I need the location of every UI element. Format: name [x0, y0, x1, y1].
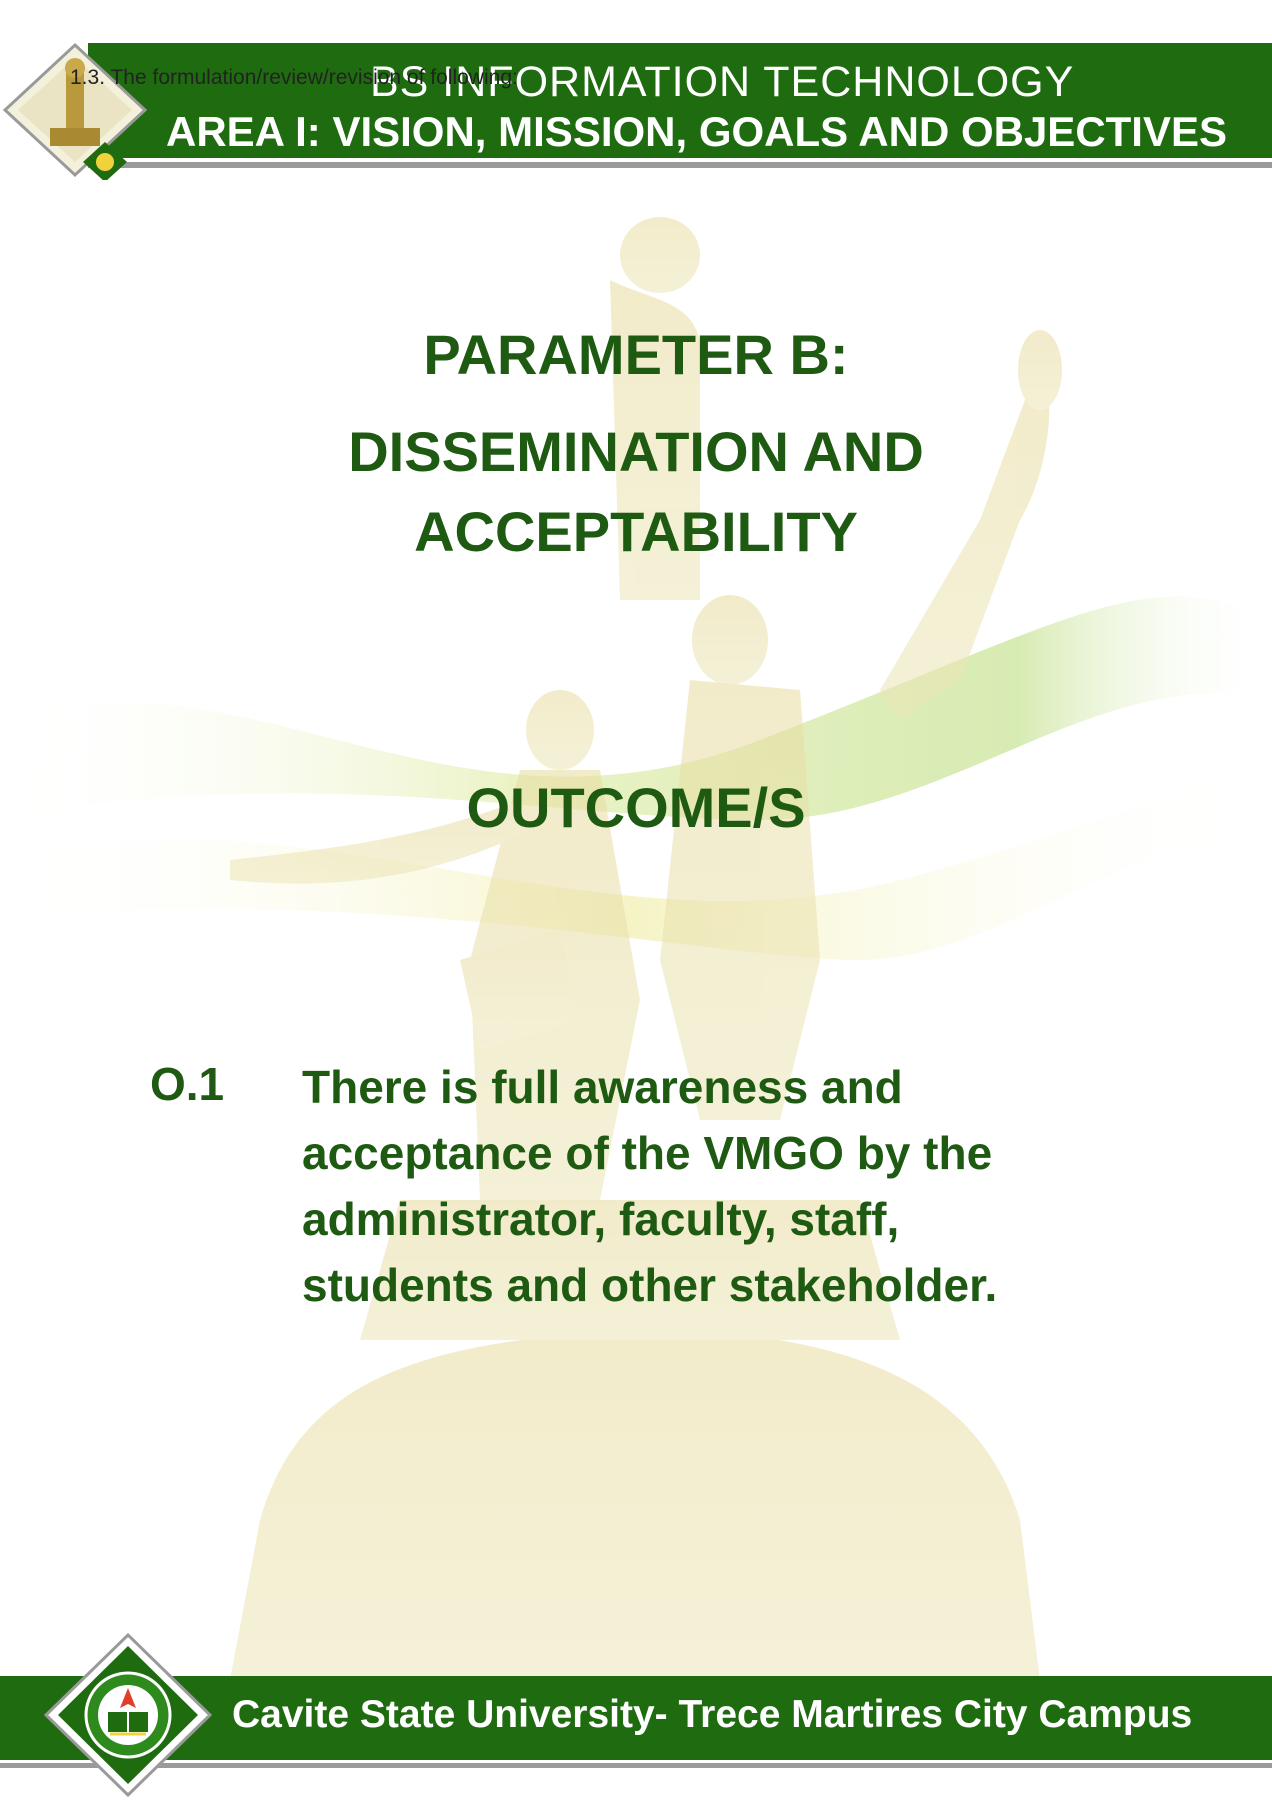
- footer-campus-name: Cavite State University- Trece Martires …: [232, 1693, 1193, 1736]
- outcome-line: acceptance of the VMGO by the: [302, 1127, 993, 1179]
- program-title: BS INFORMATION TECHNOLOGY: [370, 58, 1075, 106]
- outcome-heading: OUTCOME/S: [466, 776, 806, 839]
- statue-emblem-icon: [2, 42, 148, 180]
- header-bar: [88, 43, 1272, 158]
- outcome-line: students and other stakeholder.: [302, 1259, 998, 1311]
- outcome-line: administrator, faculty, staff,: [302, 1193, 900, 1245]
- parameter-title: PARAMETER B:: [423, 323, 849, 386]
- parameter-subtitle-line-1: DISSEMINATION AND: [348, 420, 924, 483]
- header-divider: [88, 162, 1272, 168]
- parameter-subtitle: DISSEMINATION AND ACCEPTABILITY: [0, 412, 1272, 572]
- university-seal-icon: [43, 1632, 213, 1798]
- parameter-subtitle-line-2: ACCEPTABILITY: [414, 500, 858, 563]
- footer-bar: [0, 1676, 1272, 1760]
- overlay-note: 1.3. The formulation/review/revision of …: [70, 66, 518, 89]
- footer-divider: [0, 1763, 1272, 1768]
- outcome-line: There is full awareness and: [302, 1061, 903, 1113]
- outcome-code: O.1: [150, 1058, 225, 1110]
- outcome-description: There is full awareness and acceptance o…: [302, 1054, 1122, 1318]
- area-title: AREA I: VISION, MISSION, GOALS AND OBJEC…: [166, 108, 1228, 155]
